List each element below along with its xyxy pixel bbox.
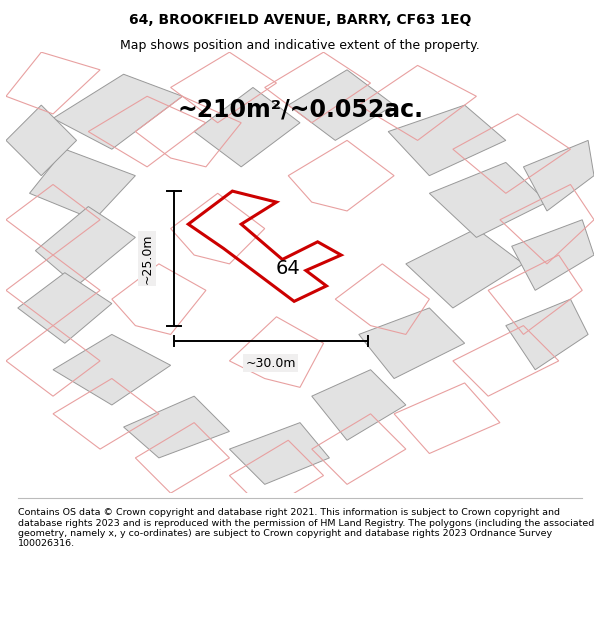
Polygon shape [29,149,136,220]
Text: ~30.0m: ~30.0m [245,357,296,369]
Polygon shape [124,396,229,458]
Polygon shape [430,162,547,238]
Polygon shape [406,229,523,308]
Text: ~210m²/~0.052ac.: ~210m²/~0.052ac. [177,98,423,121]
Polygon shape [512,220,594,291]
Polygon shape [359,308,464,379]
Text: Map shows position and indicative extent of the property.: Map shows position and indicative extent… [120,39,480,52]
Polygon shape [523,141,594,211]
Polygon shape [18,272,112,343]
Polygon shape [6,105,77,176]
Polygon shape [506,299,588,370]
Polygon shape [53,334,170,405]
Text: 64: 64 [276,259,301,278]
Polygon shape [53,74,182,149]
Polygon shape [35,206,136,286]
Polygon shape [312,370,406,440]
Polygon shape [288,70,394,141]
Text: Contains OS data © Crown copyright and database right 2021. This information is : Contains OS data © Crown copyright and d… [18,508,594,549]
Polygon shape [229,422,329,484]
Text: 64, BROOKFIELD AVENUE, BARRY, CF63 1EQ: 64, BROOKFIELD AVENUE, BARRY, CF63 1EQ [129,13,471,27]
Polygon shape [194,88,300,167]
Polygon shape [388,105,506,176]
Text: ~25.0m: ~25.0m [140,233,154,284]
